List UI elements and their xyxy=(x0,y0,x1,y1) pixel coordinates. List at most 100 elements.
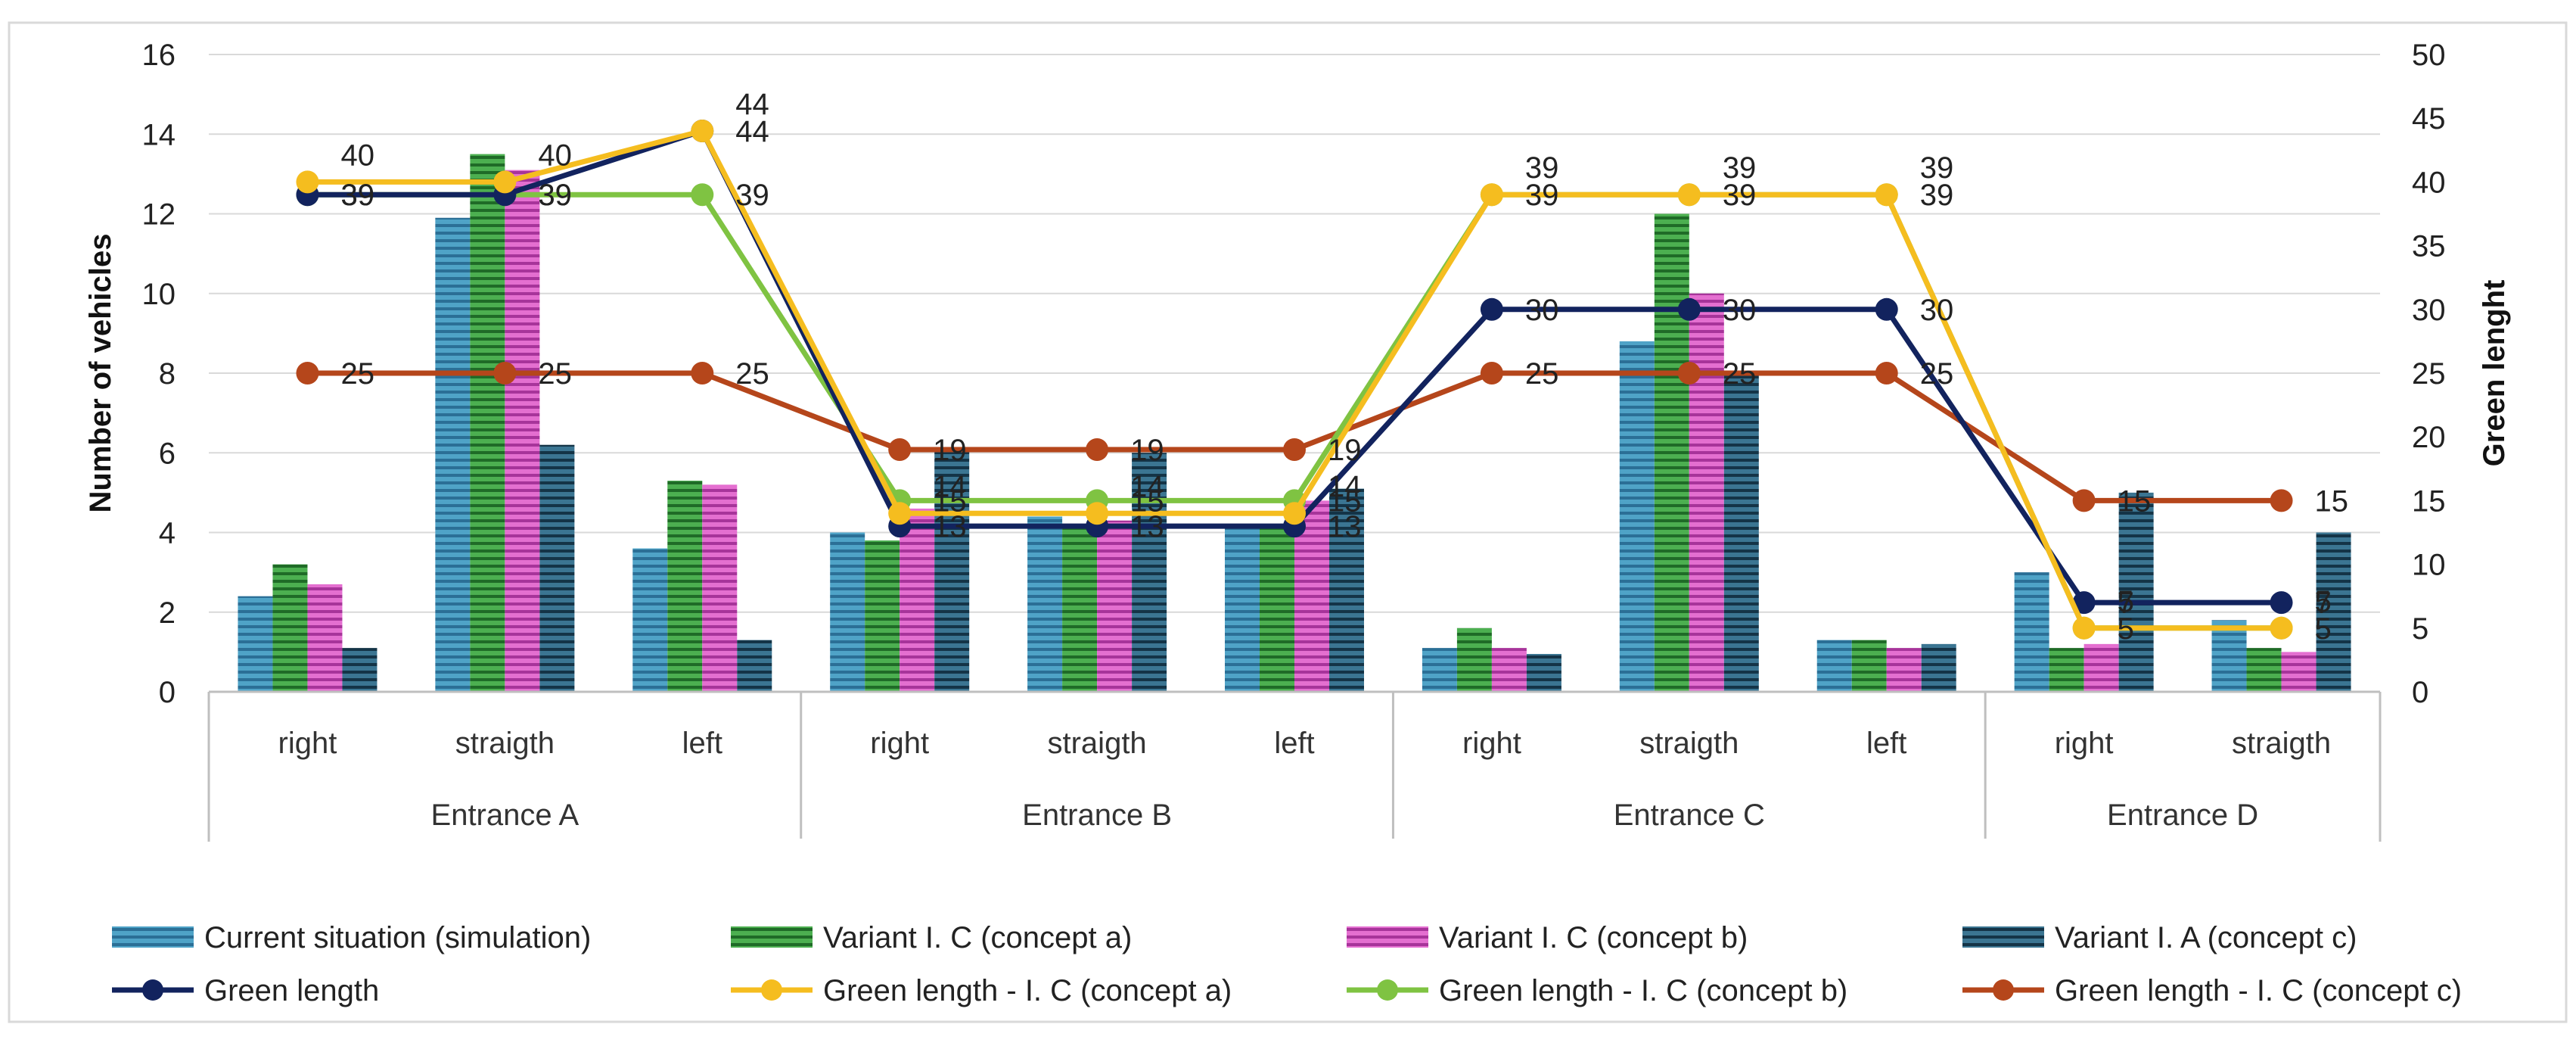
data-label: 39 xyxy=(1920,151,1954,185)
y2-tick-label: 50 xyxy=(2412,39,2446,72)
bar xyxy=(2083,643,2119,692)
bar xyxy=(272,564,308,692)
bar xyxy=(435,217,471,692)
line-point xyxy=(2072,616,2096,640)
line-point xyxy=(1480,183,1503,207)
y2-tick-label: 5 xyxy=(2412,612,2428,646)
data-label: 39 xyxy=(340,179,374,212)
bar xyxy=(505,170,540,693)
bar xyxy=(539,444,575,692)
data-label: 44 xyxy=(735,115,769,148)
bar xyxy=(1062,528,1098,692)
line-point xyxy=(2270,616,2293,640)
y2-tick-label: 45 xyxy=(2412,102,2446,135)
legend-swatch xyxy=(1347,926,1428,948)
legend-label: Green length - I. C (concept a) xyxy=(823,974,1232,1007)
data-label: 13 xyxy=(1328,510,1362,543)
bar xyxy=(342,648,378,692)
data-label: 30 xyxy=(1920,294,1954,327)
data-label: 25 xyxy=(340,357,374,391)
group-label: Entrance D xyxy=(2107,799,2258,832)
group-label: Entrance C xyxy=(1614,799,1765,832)
data-label: 25 xyxy=(1525,357,1559,391)
line-point xyxy=(1480,297,1503,321)
legend-marker xyxy=(142,979,163,1001)
data-label: 15 xyxy=(2118,484,2152,518)
category-label: left xyxy=(1866,727,1906,760)
data-label: 40 xyxy=(340,139,374,172)
data-label: 30 xyxy=(1723,294,1757,327)
y-tick-label: 8 xyxy=(159,357,176,391)
bar xyxy=(1816,640,1852,692)
legend-marker xyxy=(1993,979,2014,1001)
data-label: 25 xyxy=(1723,357,1757,391)
bar xyxy=(2049,648,2084,692)
y-tick-label: 14 xyxy=(142,118,176,151)
bar xyxy=(1619,341,1655,692)
data-label: 39 xyxy=(340,179,374,212)
line-point xyxy=(1283,438,1306,462)
y2-tick-label: 30 xyxy=(2412,294,2446,327)
data-label: 19 xyxy=(933,434,967,467)
y-tick-label: 6 xyxy=(159,437,176,470)
group-label: Entrance B xyxy=(1022,799,1172,832)
y-axis-title: Number of vehicles xyxy=(84,233,117,512)
line-point xyxy=(2072,489,2096,512)
legend-marker xyxy=(1377,979,1398,1001)
bar xyxy=(667,481,703,692)
line-series xyxy=(296,120,2293,640)
legend-swatch xyxy=(731,926,813,948)
data-label: 7 xyxy=(2118,587,2134,620)
line-point xyxy=(1875,183,1898,207)
legend-label: Variant I. C (concept a) xyxy=(823,921,1132,954)
y-tick-label: 16 xyxy=(142,39,176,72)
data-label: 25 xyxy=(1920,357,1954,391)
legend-label: Green length xyxy=(204,974,379,1007)
category-label: right xyxy=(1462,727,1521,760)
data-label: 14 xyxy=(1328,470,1362,503)
legend-label: Green length - I. C (concept b) xyxy=(1439,974,1847,1007)
data-label: 19 xyxy=(1130,434,1164,467)
line-point xyxy=(1677,183,1701,207)
bar xyxy=(865,540,900,692)
bar xyxy=(1027,516,1063,692)
bar xyxy=(2118,492,2154,692)
y2-tick-label: 20 xyxy=(2412,421,2446,454)
category-label: right xyxy=(2055,727,2114,760)
bar xyxy=(1654,213,1689,692)
data-label: 15 xyxy=(2315,484,2349,518)
bar xyxy=(1422,648,1457,692)
bar xyxy=(1851,640,1887,692)
line-point xyxy=(493,362,517,385)
data-label: 39 xyxy=(1525,151,1559,185)
line-point xyxy=(2270,489,2293,512)
bar xyxy=(2246,648,2282,692)
line-point xyxy=(888,438,912,462)
legend-label: Variant I. C (concept b) xyxy=(1439,921,1748,954)
y-tick-label: 4 xyxy=(159,517,176,550)
y-tick-label: 10 xyxy=(142,278,176,311)
line-point xyxy=(2072,591,2096,615)
legend-swatch xyxy=(1962,926,2044,948)
bar xyxy=(1260,524,1294,692)
bar xyxy=(1225,528,1260,692)
bar xyxy=(470,154,505,692)
bar xyxy=(632,548,668,692)
data-label: 14 xyxy=(1130,470,1164,503)
bar xyxy=(1526,654,1561,692)
data-label: 5 xyxy=(2315,612,2332,646)
line-point xyxy=(691,183,714,207)
line-point xyxy=(296,362,319,385)
line-point xyxy=(691,362,714,385)
y2-tick-label: 15 xyxy=(2412,484,2446,518)
bars xyxy=(238,154,2351,693)
data-label: 13 xyxy=(1130,510,1164,543)
line-point xyxy=(888,502,912,525)
category-label: straigth xyxy=(2232,727,2331,760)
data-label: 39 xyxy=(1723,179,1757,212)
data-label: 39 xyxy=(538,179,572,212)
data-label: 44 xyxy=(735,88,769,121)
